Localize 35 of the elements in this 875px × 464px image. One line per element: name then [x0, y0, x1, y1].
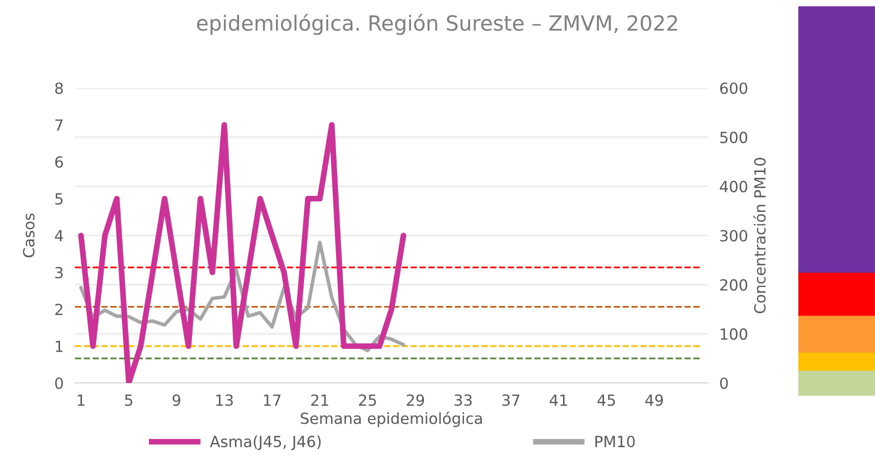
y-tick-label: 3 — [55, 266, 63, 278]
y2-tick-label: 300 — [720, 230, 748, 242]
y-tick-label: 2 — [55, 304, 62, 316]
legend-label: Asma(J45, J46) — [210, 435, 321, 450]
x-tick-label: 33 — [454, 394, 472, 406]
y-axis-title: Casos — [22, 214, 35, 258]
x-tick-label: 13 — [216, 394, 233, 406]
y2-tick-label: 400 — [720, 180, 748, 192]
x-tick-label: 45 — [598, 394, 615, 406]
y-tick-label: 7 — [55, 120, 63, 131]
x-tick-label: 29 — [406, 394, 424, 406]
y-tick-label: 8 — [55, 82, 63, 94]
y2-tick-label: 500 — [720, 132, 748, 144]
legend-label: PM10 — [595, 436, 635, 448]
y2-tick-label: 0 — [720, 377, 728, 390]
x-tick-label: 1 — [78, 394, 84, 406]
y-tick-label: 5 — [55, 193, 63, 205]
y2-tick-label: 100 — [720, 328, 748, 340]
y2-axis-title: Concentración PM10 — [753, 158, 766, 314]
y-tick-label: 4 — [54, 230, 64, 242]
x-tick-label: 17 — [264, 394, 280, 406]
x-tick-label: 49 — [645, 394, 663, 406]
x-tick-label: 5 — [125, 394, 132, 406]
x-tick-label: 9 — [172, 394, 180, 406]
x-axis-title: Semana epidemiológica — [300, 412, 482, 428]
y-tick-label: 6 — [55, 156, 63, 168]
x-tick-label: 37 — [502, 394, 520, 406]
y-tick-label: 1 — [56, 340, 62, 352]
x-tick-label: 21 — [311, 394, 328, 406]
y2-tick-label: 600 — [720, 82, 748, 94]
x-tick-label: 25 — [359, 394, 376, 406]
y2-tick-label: 200 — [720, 279, 748, 291]
chart-title: epidemiológica. Región Sureste – ZMVM, 2022 — [197, 14, 678, 35]
y-tick-label: 0 — [55, 377, 63, 390]
x-tick-label: 41 — [550, 394, 568, 406]
